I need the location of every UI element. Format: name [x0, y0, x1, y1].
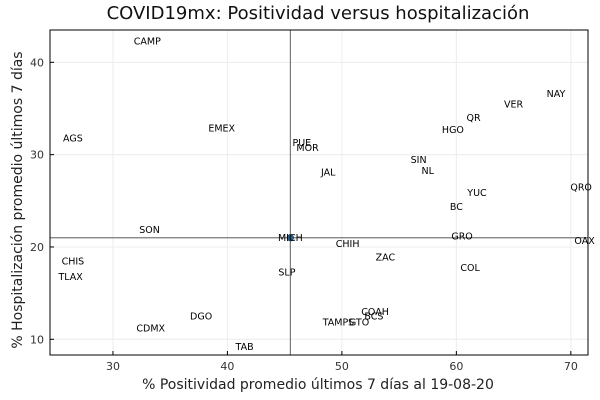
point-label: GTO: [349, 317, 369, 328]
x-tick-label: 30: [106, 360, 120, 373]
y-tick-label: 40: [30, 56, 44, 69]
point-label: TAB: [235, 342, 254, 353]
point-label: VER: [504, 99, 524, 110]
point-label: EMEX: [208, 123, 235, 134]
point-label: COAH: [361, 307, 389, 318]
point-label: QRO: [570, 182, 592, 193]
y-tick-label: 20: [30, 241, 44, 254]
point-label: COL: [460, 263, 480, 274]
point-label: GRO: [451, 231, 472, 242]
point-label: CHIH: [336, 239, 360, 250]
point-label: DGO: [190, 312, 212, 323]
y-tick-label: 30: [30, 149, 44, 162]
point-label: CDMX: [136, 324, 165, 335]
y-axis-title: % Hospitalización promedio últimos 7 día…: [10, 51, 26, 348]
point-label: BC: [450, 202, 463, 213]
chart-title: COVID19mx: Positividad versus hospitaliz…: [107, 3, 530, 24]
x-tick-label: 60: [449, 360, 463, 373]
point-label: MICH: [278, 233, 303, 244]
point-label: TLAX: [57, 272, 83, 283]
point-layer: [286, 234, 294, 242]
point-label: NL: [422, 166, 435, 177]
tick-layer: 30 40 50 60 70 10 20 30 40: [30, 56, 578, 373]
x-tick-label: 50: [335, 360, 349, 373]
point-label: CAMP: [134, 37, 161, 48]
point-label: AGS: [63, 134, 83, 145]
data-point: [286, 234, 294, 242]
point-label: TAMPS: [322, 317, 355, 328]
point-label: SON: [139, 225, 160, 236]
point-label: QR: [466, 113, 480, 124]
point-label: HGO: [442, 125, 464, 136]
grid-layer: [50, 30, 588, 355]
point-label: BCS: [364, 312, 383, 323]
point-label: NAY: [547, 89, 566, 100]
y-tick-label: 10: [30, 333, 44, 346]
point-label: YUC: [466, 188, 487, 199]
point-label: CHIS: [62, 256, 85, 267]
x-axis-title: % Positividad promedio últimos 7 días al…: [142, 377, 494, 393]
point-label: ZAC: [376, 253, 396, 264]
point-label: SLP: [278, 267, 295, 278]
point-label: PUE: [292, 138, 311, 149]
point-label: OAX: [574, 236, 595, 247]
point-label: JAL: [320, 168, 336, 179]
x-tick-label: 40: [220, 360, 234, 373]
reference-lines: [50, 30, 588, 355]
point-label: SIN: [411, 155, 427, 166]
x-tick-label: 70: [564, 360, 578, 373]
point-label: MOR: [296, 143, 319, 154]
plot-frame: [49, 29, 589, 356]
